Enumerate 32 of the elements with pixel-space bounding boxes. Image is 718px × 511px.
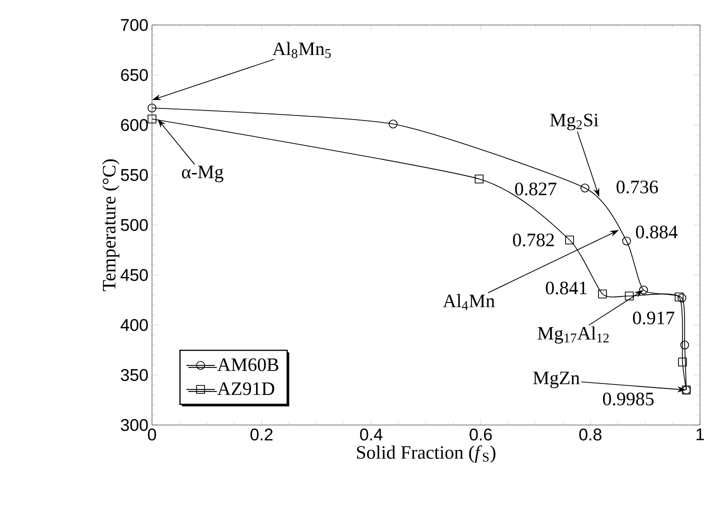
y-tick-label: 550 bbox=[120, 169, 148, 181]
x-tick-label: 0.6 bbox=[470, 428, 492, 441]
annotation: 0.917 bbox=[632, 312, 674, 324]
annotation: 0.841 bbox=[546, 282, 587, 294]
annotation: 0.782 bbox=[513, 234, 554, 246]
annotation: Mg$_{17}$Al$_{12}$ bbox=[538, 326, 609, 344]
annotation: 0.827 bbox=[515, 182, 556, 196]
x-tick-label: 0.4 bbox=[360, 428, 382, 441]
y-tick-label: 700 bbox=[121, 19, 148, 31]
legend-label: AZ91D bbox=[217, 382, 274, 396]
x-tick-label: 0 bbox=[148, 428, 156, 441]
annotation: α-Mg bbox=[182, 166, 224, 182]
y-tick-label: 450 bbox=[120, 269, 148, 281]
y-tick-label: 350 bbox=[120, 369, 148, 381]
annotation: 0.884 bbox=[636, 226, 678, 238]
legend-label: AM60B bbox=[217, 358, 278, 372]
annotation: 0.736 bbox=[616, 180, 658, 194]
x-tick-label: 0.2 bbox=[250, 428, 273, 441]
annotation: Al$_{4}$Mn bbox=[442, 294, 495, 310]
annotation: Mg$_{2}$Si bbox=[550, 114, 598, 130]
y-tick-label: 500 bbox=[120, 219, 148, 231]
y-axis-title: Temperature (°C) bbox=[102, 159, 120, 292]
annotation: MgZn bbox=[533, 372, 580, 388]
x-tick-label: 0.8 bbox=[579, 428, 602, 441]
x-tick-label: 1 bbox=[696, 428, 704, 440]
annotation: 0.9985 bbox=[603, 392, 654, 406]
x-axis-title: Solid Fraction (f$_{S}$) bbox=[357, 445, 496, 463]
y-tick-label: 400 bbox=[120, 319, 148, 331]
y-tick-label: 650 bbox=[121, 69, 148, 81]
annotation: Al$_{8}$Mn$_{5}$ bbox=[272, 42, 331, 58]
y-tick-label: 300 bbox=[120, 419, 148, 431]
y-tick-label: 600 bbox=[121, 119, 148, 131]
